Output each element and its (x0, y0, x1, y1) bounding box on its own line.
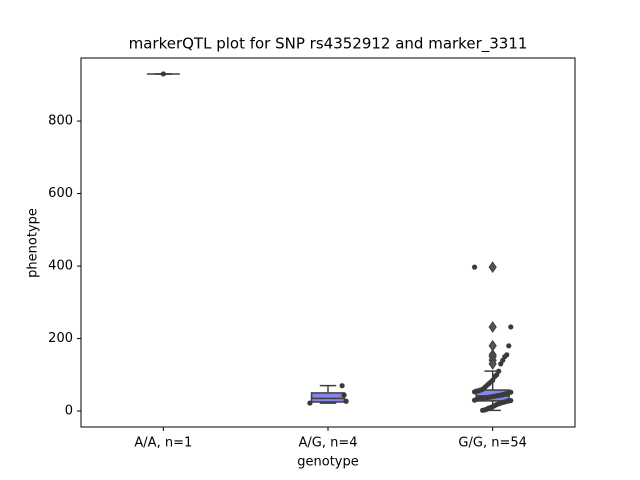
point (160, 71, 166, 77)
box (310, 392, 346, 403)
x-tick-label: G/G, n=54 (458, 436, 526, 451)
x-tick-label: A/G, n=4 (298, 436, 357, 451)
point (498, 361, 504, 367)
point (508, 324, 514, 330)
point (506, 343, 512, 349)
point (343, 398, 349, 404)
plot-frame (80, 57, 576, 428)
point (471, 264, 478, 270)
chart-title: markerQTL plot for SNP rs4352912 and mar… (129, 35, 528, 54)
point (480, 407, 486, 413)
y-tick-label: 400 (48, 259, 73, 274)
outlier (488, 321, 497, 333)
y-tick-label: 800 (48, 114, 73, 129)
x-axis-label: genotype (297, 455, 358, 470)
point (341, 392, 347, 398)
point (471, 397, 478, 403)
y-tick-label: 200 (48, 331, 73, 346)
y-tick-label: 0 (65, 404, 73, 419)
x-tick-label: A/A, n=1 (134, 436, 192, 451)
point (471, 389, 478, 395)
outlier (488, 261, 497, 274)
outlier (488, 358, 497, 370)
point (307, 400, 313, 406)
y-axis-label: phenotype (26, 208, 41, 278)
point (339, 383, 345, 389)
y-tick-label: 600 (48, 186, 73, 201)
